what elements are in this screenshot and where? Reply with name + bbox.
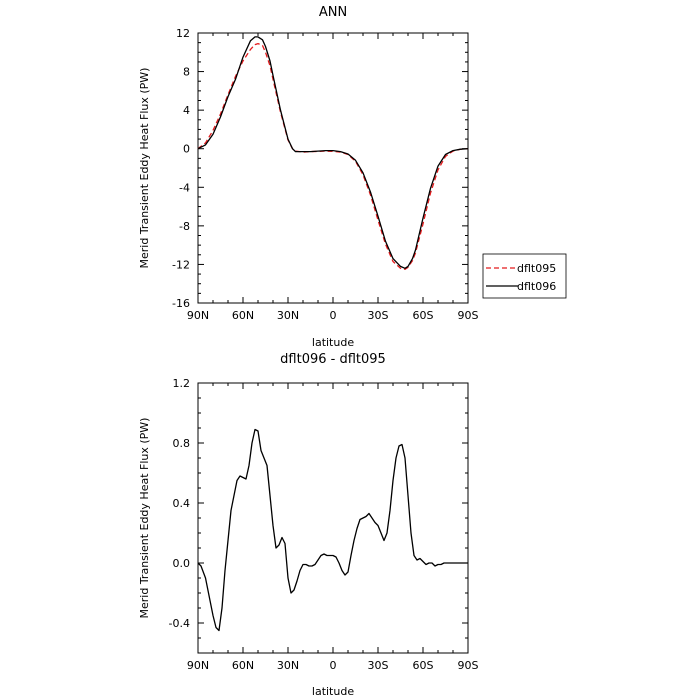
bottom-x-axis-label: latitude [312, 685, 354, 698]
x-tick-label: 90S [458, 309, 479, 322]
panel-top: ANN 90N 60N 30N 0 30S 60S 90S -16 -12 -8 -4 0 4 8 12 l… [138, 5, 567, 349]
x-tick-label: 90N [187, 659, 209, 672]
x-tick-label: 30N [277, 659, 299, 672]
top-chart-title: ANN [319, 5, 347, 20]
y-tick-label: 0.0 [173, 557, 191, 570]
x-tick-label: 60N [232, 309, 254, 322]
top-x-axis-label: latitude [312, 336, 354, 349]
bottom-y-axis-label: Merid Transient Eddy Heat Flux (PW) [138, 418, 151, 619]
legend-label-dflt096: dflt096 [517, 280, 556, 293]
y-tick-label: 0.8 [173, 437, 191, 450]
y-tick-label: 12 [176, 27, 190, 40]
y-tick-label: 0 [183, 143, 190, 156]
legend-box [482, 253, 567, 299]
y-tick-label: 8 [183, 66, 190, 79]
y-tick-label: 0.4 [173, 497, 191, 510]
x-tick-label: 90S [458, 659, 479, 672]
y-tick-label: -4 [179, 181, 190, 194]
x-tick-label: 30S [368, 309, 389, 322]
series-line-dflt095 [197, 42, 469, 270]
x-tick-label: 30S [368, 659, 389, 672]
y-tick-label: 4 [183, 104, 190, 117]
y-tick-label: 1.2 [173, 377, 191, 390]
x-tick-label: 0 [330, 309, 337, 322]
y-tick-label: -8 [179, 220, 190, 233]
legend: dflt095 dflt096 [482, 253, 567, 299]
x-tick-label: 30N [277, 309, 299, 322]
x-tick-label: 0 [330, 659, 337, 672]
panel-bottom: dflt096 - dflt095 90N 60N 30N 0 30S 60S 90S -0.… [138, 352, 479, 698]
legend-label-dflt095: dflt095 [517, 262, 556, 275]
plot-frame [197, 32, 469, 304]
x-tick-label: 60S [413, 659, 434, 672]
series-line-1-0 [197, 428, 468, 632]
top-plot-area: 90N 60N 30N 0 30S 60S 90S -16 -12 -8 -4 0 4 8 12 [172, 27, 478, 322]
x-tick-label: 90N [187, 309, 209, 322]
series-line-dflt096 [197, 36, 469, 269]
bottom-chart-title: dflt096 - dflt095 [280, 352, 386, 367]
y-tick-label: -16 [172, 297, 190, 310]
y-tick-label: -12 [172, 258, 190, 271]
x-tick-label: 60S [413, 309, 434, 322]
plot-frame [197, 382, 469, 654]
y-tick-label: -0.4 [169, 617, 190, 630]
x-tick-label: 60N [232, 659, 254, 672]
top-y-axis-label: Merid Transient Eddy Heat Flux (PW) [138, 68, 151, 269]
bottom-plot-area: 90N 60N 30N 0 30S 60S 90S -0.4 0.0 0.4 0.8 1.2 [169, 377, 479, 672]
